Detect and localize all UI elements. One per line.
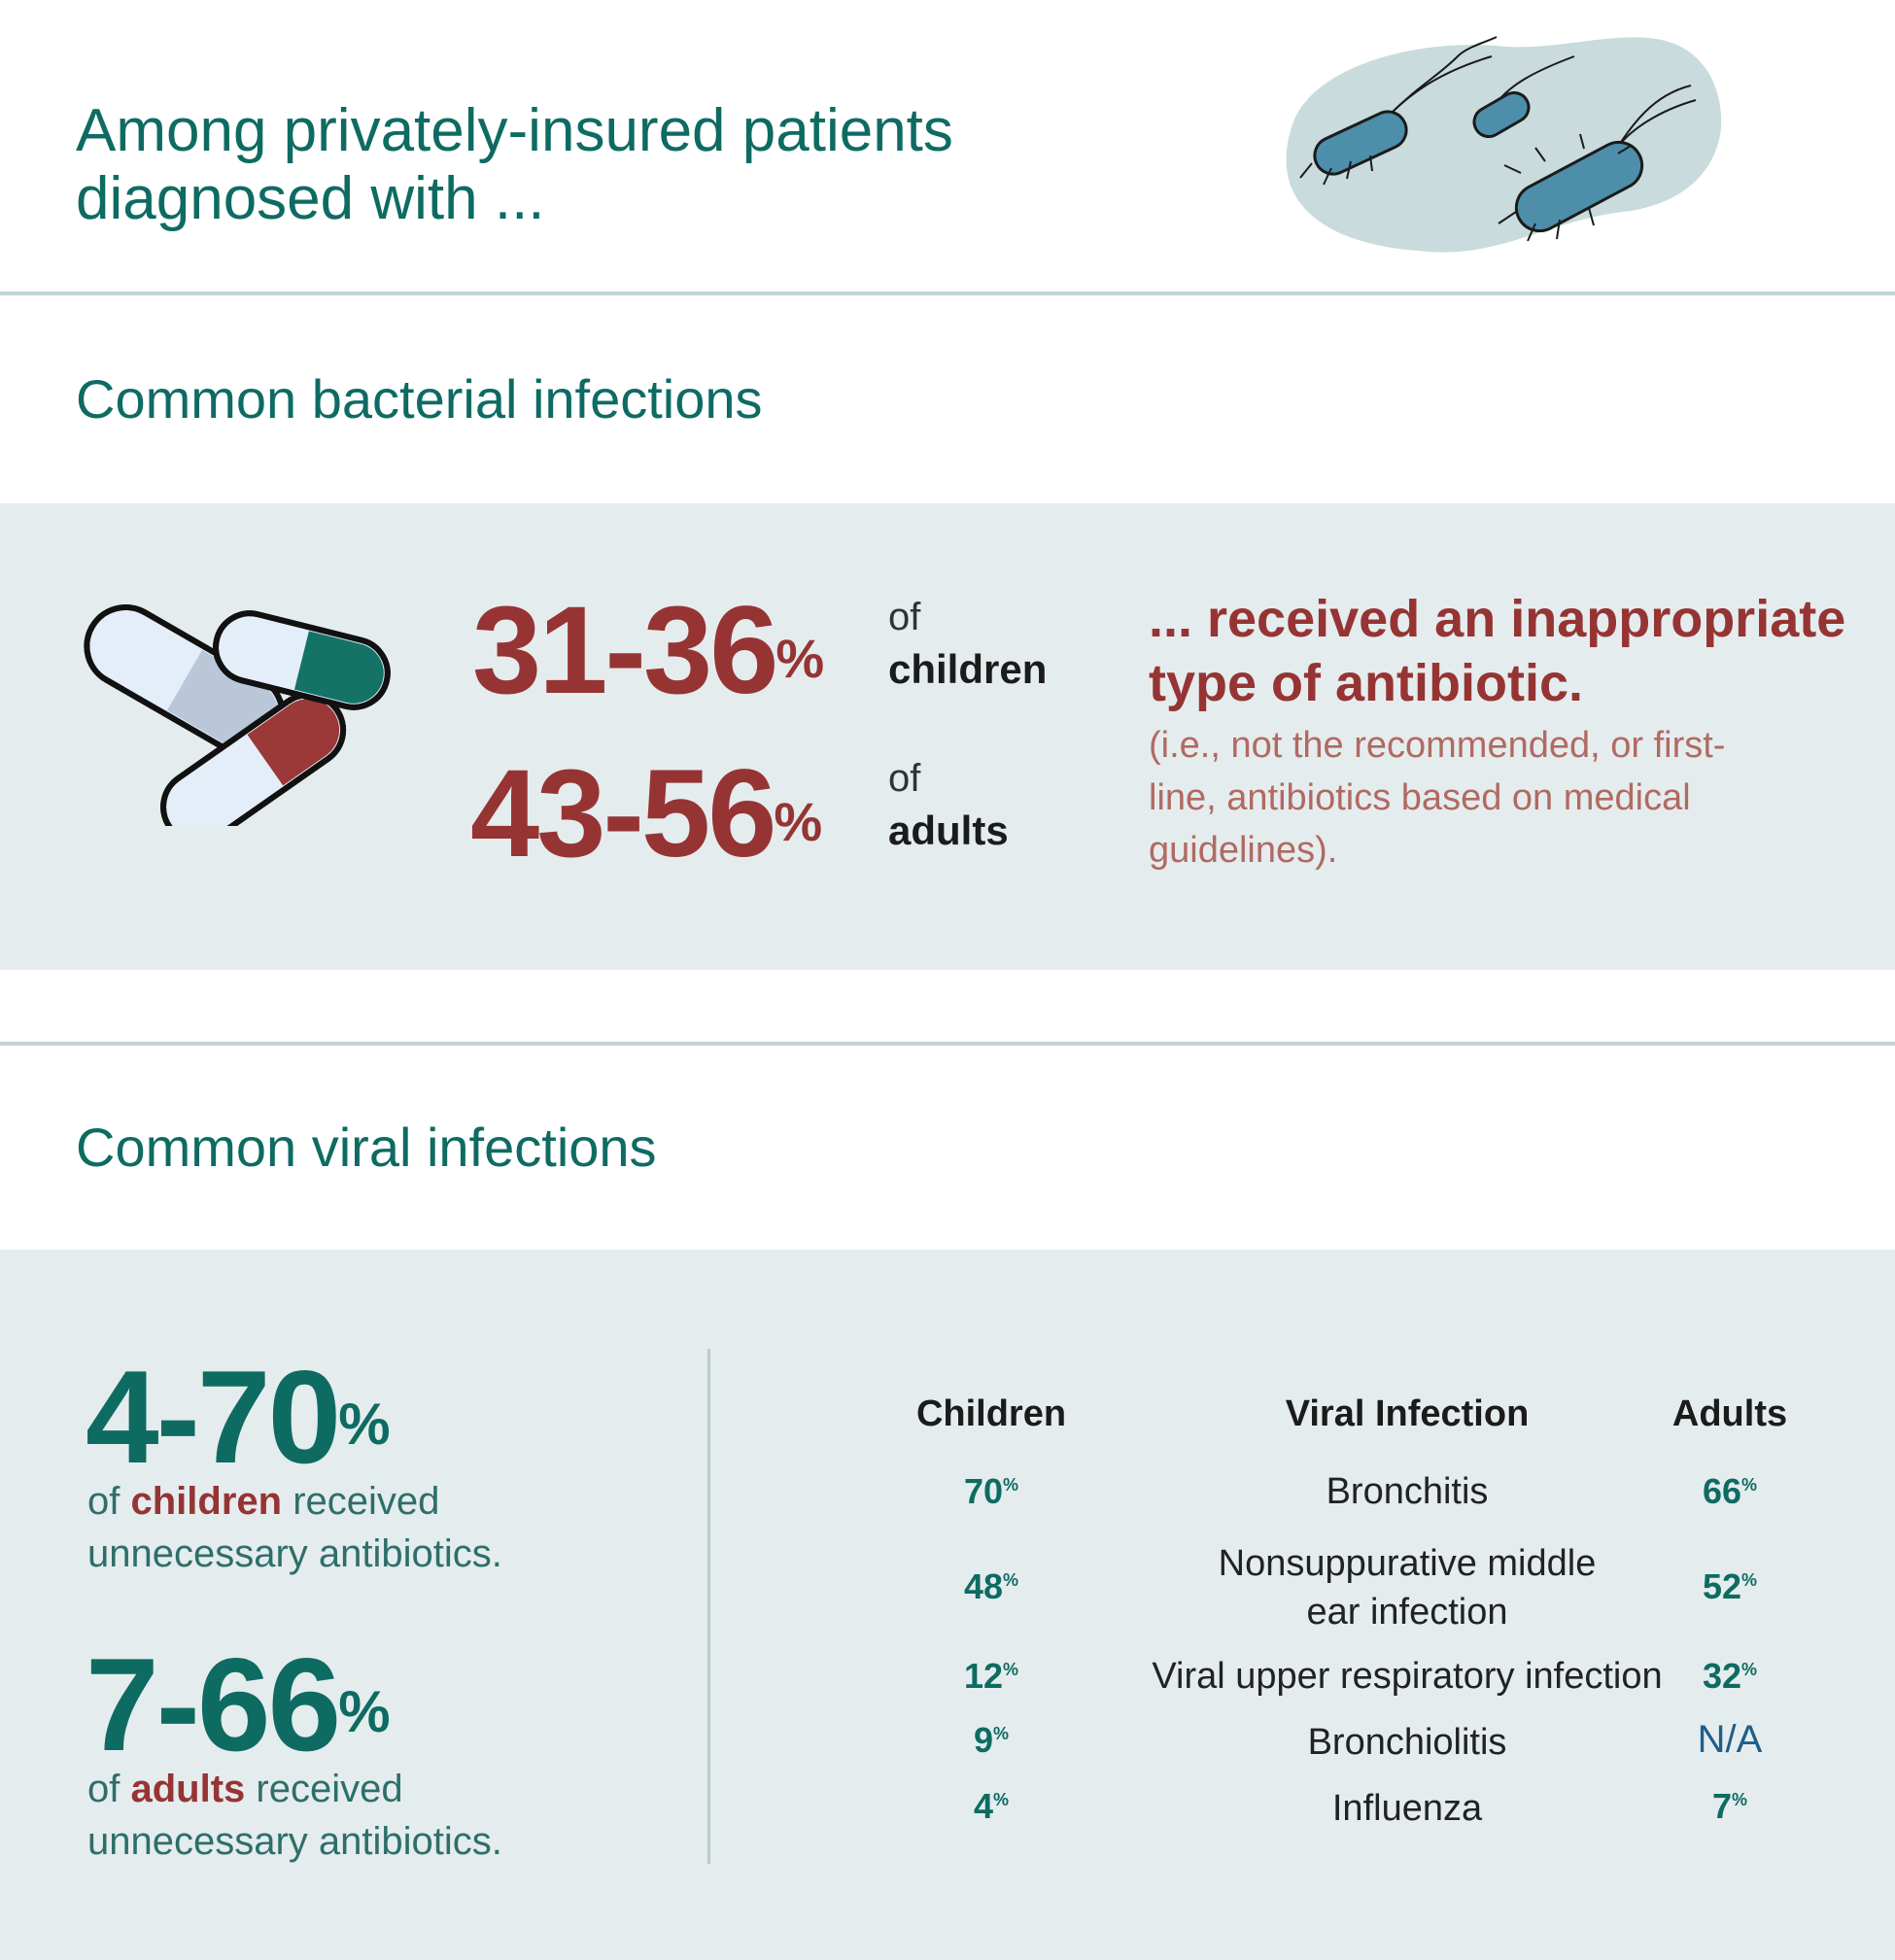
- table-header-infection: Viral Infection: [1285, 1393, 1530, 1434]
- adults-viral-description: of adults received unnecessary antibioti…: [87, 1763, 593, 1868]
- divider-middle: [0, 1042, 1895, 1046]
- table-row-bronchiolitis-adults: N/A: [1697, 1718, 1763, 1761]
- adults-percent: 52: [1702, 1566, 1742, 1606]
- percent-sign: %: [1003, 1660, 1019, 1679]
- table-row-influenza-name: Influenza: [1331, 1788, 1483, 1829]
- percent-sign: %: [338, 1679, 391, 1744]
- infection-line-2: ear infection: [1306, 1592, 1508, 1633]
- table-row-influenza-children: 4%: [913, 1786, 1069, 1827]
- percent-sign: %: [1003, 1475, 1019, 1495]
- table-row-ear-infection-name: Nonsuppurative middle ear infection: [1106, 1539, 1708, 1636]
- table-row-ear-infection-adults: 52%: [1652, 1566, 1808, 1607]
- vertical-divider: [707, 1349, 710, 1864]
- infection-line-1: Nonsuppurative middle: [1218, 1543, 1597, 1584]
- pills-illustration: [84, 604, 391, 826]
- children-percent: 9: [973, 1720, 993, 1760]
- children-word: children: [888, 646, 1048, 692]
- viral-band: [0, 1250, 1895, 1960]
- children-of-label: of children: [888, 591, 1047, 696]
- table-row-influenza-adults: 7%: [1652, 1786, 1808, 1827]
- divider-top: [0, 292, 1895, 295]
- percent-sign: %: [993, 1724, 1010, 1743]
- percent-sign: %: [774, 791, 823, 852]
- children-percent: 70: [963, 1471, 1004, 1511]
- received-word: received: [293, 1480, 440, 1523]
- table-row-bronchitis-adults: 66%: [1652, 1471, 1808, 1512]
- adults-word: adults: [130, 1768, 246, 1810]
- table-header-children: Children: [915, 1393, 1067, 1434]
- of-word: of: [87, 1480, 121, 1523]
- children-percent: 48: [963, 1566, 1004, 1606]
- table-row-bronchiolitis-children: 9%: [913, 1720, 1069, 1761]
- viral-section-title: Common viral infections: [76, 1117, 657, 1178]
- table-row-uri-name: Viral upper respiratory infection: [1152, 1656, 1663, 1697]
- adults-of-label: of adults: [888, 752, 1009, 857]
- adults-word: adults: [888, 808, 1009, 853]
- adults-percent: 7: [1711, 1786, 1732, 1826]
- bacteria-illustration: [1286, 36, 1722, 253]
- table-row-bronchitis-name: Bronchitis: [1326, 1471, 1489, 1512]
- page-headline: Among privately-insured patients diagnos…: [76, 97, 953, 232]
- table-row-uri-adults: 32%: [1652, 1656, 1808, 1697]
- children-viral-range-value: 4-70: [86, 1343, 341, 1491]
- percent-sign: %: [1732, 1790, 1748, 1809]
- inappropriate-antibiotic-statement: ... received an inappropriate type of an…: [1149, 590, 1846, 712]
- of-word: of: [888, 757, 921, 800]
- children-viral-range: 4-70%: [86, 1351, 391, 1483]
- children-bacterial-range: 31-36%: [472, 589, 824, 713]
- inappropriate-antibiotic-note: (i.e., not the recommended, or first-lin…: [1149, 725, 1726, 871]
- children-percent: 4: [973, 1786, 993, 1826]
- adults-bacterial-range: 43-56%: [470, 752, 822, 877]
- percent-sign: %: [993, 1790, 1010, 1809]
- of-word: of: [888, 596, 921, 638]
- percent-sign: %: [1741, 1660, 1758, 1679]
- table-row-bronchiolitis-name: Bronchiolitis: [1307, 1722, 1507, 1763]
- percent-sign: %: [775, 628, 825, 689]
- percent-sign: %: [1741, 1475, 1758, 1495]
- received-word: received: [256, 1768, 403, 1810]
- of-word: of: [87, 1768, 121, 1810]
- unnecessary-antibiotics-text: unnecessary antibiotics.: [87, 1820, 502, 1863]
- adults-percent: 66: [1702, 1471, 1742, 1511]
- adults-viral-range: 7-66%: [86, 1638, 391, 1771]
- adults-percent: 32: [1702, 1656, 1742, 1696]
- unnecessary-antibiotics-text: unnecessary antibiotics.: [87, 1532, 502, 1575]
- percent-sign: %: [1741, 1570, 1758, 1590]
- children-viral-description: of children received unnecessary antibio…: [87, 1475, 593, 1580]
- percent-sign: %: [1003, 1570, 1019, 1590]
- table-row-ear-infection-children: 48%: [913, 1566, 1069, 1607]
- adults-bacterial-range-value: 43-56: [470, 744, 776, 883]
- adults-viral-range-value: 7-66: [86, 1631, 341, 1778]
- table-row-uri-children: 12%: [913, 1656, 1069, 1697]
- children-bacterial-range-value: 31-36: [472, 581, 778, 720]
- children-word: children: [130, 1480, 283, 1523]
- table-row-bronchitis-children: 70%: [913, 1471, 1069, 1512]
- children-percent: 12: [963, 1656, 1004, 1696]
- bacterial-section-title: Common bacterial infections: [76, 368, 763, 430]
- percent-sign: %: [338, 1392, 391, 1457]
- table-header-adults: Adults: [1671, 1393, 1788, 1434]
